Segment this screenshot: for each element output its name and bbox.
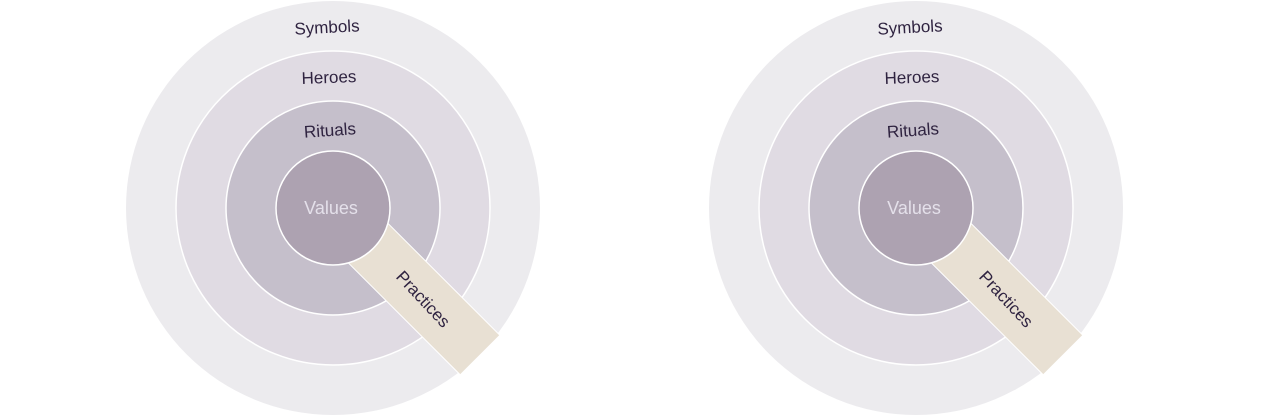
symbols-label: Symbols xyxy=(294,16,360,38)
values-label: Values xyxy=(887,198,941,218)
rituals-label: Rituals xyxy=(303,119,356,142)
values-core xyxy=(858,150,974,266)
onion-diagram-right: Symbols Heroes Rituals Values Practices xyxy=(709,1,1123,415)
heroes-label: Heroes xyxy=(301,67,356,88)
heroes-label: Heroes xyxy=(884,67,939,88)
onion-diagram-left: Symbols Heroes Rituals Values Practices xyxy=(126,1,540,415)
values-core xyxy=(275,150,391,266)
symbols-label: Symbols xyxy=(877,16,943,38)
rituals-label: Rituals xyxy=(886,119,939,142)
values-label: Values xyxy=(304,198,358,218)
